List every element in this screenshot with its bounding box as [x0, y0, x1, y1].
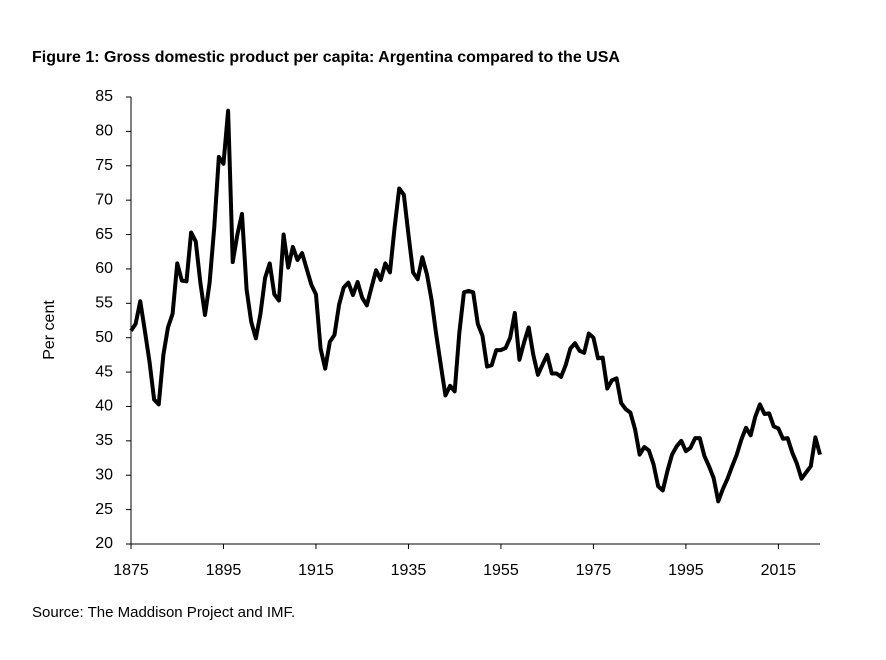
y-tick-label: 20: [95, 535, 113, 552]
x-tick-label: 1975: [576, 562, 612, 579]
x-tick-label: 2015: [761, 562, 797, 579]
x-tick-label: 1995: [668, 562, 704, 579]
x-tick-label: 1955: [483, 562, 519, 579]
y-tick-label: 65: [95, 226, 113, 243]
x-tick-label: 1895: [206, 562, 242, 579]
y-tick-label: 30: [95, 466, 113, 483]
y-tick-label: 35: [95, 432, 113, 449]
y-tick-label: 45: [95, 363, 113, 380]
y-tick-label: 55: [95, 295, 113, 312]
data-line: [129, 108, 822, 504]
y-tick-label: 85: [95, 88, 113, 105]
x-tick-label: 1875: [113, 562, 149, 579]
y-tick-label: 25: [95, 501, 113, 518]
y-tick-label: 80: [95, 123, 113, 140]
x-tick-label: 1915: [298, 562, 334, 579]
y-tick-label: 70: [95, 191, 113, 208]
chart-title: Figure 1: Gross domestic product per cap…: [32, 49, 620, 66]
y-tick-label: 75: [95, 157, 113, 174]
source-note: Source: The Maddison Project and IMF.: [32, 604, 295, 621]
x-tick-label: 1935: [391, 562, 427, 579]
y-tick-label: 50: [95, 329, 113, 346]
y-axis-label: Per cent: [41, 300, 58, 360]
y-tick-label: 60: [95, 260, 113, 277]
y-tick-label: 40: [95, 398, 113, 415]
